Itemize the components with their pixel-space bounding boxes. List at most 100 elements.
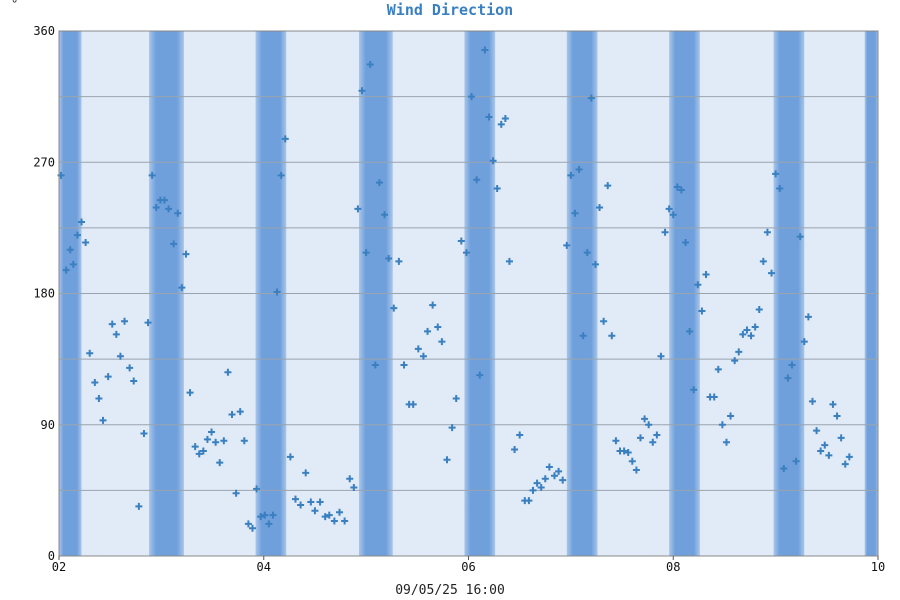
data-point <box>529 486 537 494</box>
data-point <box>135 502 143 510</box>
data-point <box>497 120 505 128</box>
data-point <box>362 249 370 257</box>
data-point <box>400 361 408 369</box>
data-point <box>144 319 152 327</box>
data-point <box>269 511 277 519</box>
data-point <box>91 378 99 386</box>
data-point <box>443 456 451 464</box>
data-point <box>550 472 558 480</box>
data-point <box>575 166 583 174</box>
data-point <box>66 246 74 254</box>
x-axis-label: 09/05/25 16:00 <box>395 583 505 598</box>
data-point <box>358 87 366 95</box>
data-point <box>116 352 124 360</box>
data-point <box>545 463 553 471</box>
data-point <box>604 182 612 190</box>
data-point <box>302 469 310 477</box>
data-point <box>346 475 354 483</box>
data-point <box>86 349 94 357</box>
data-point <box>182 250 190 258</box>
y-tick-label: 270 <box>33 155 55 169</box>
data-point <box>224 368 232 376</box>
data-point <box>636 434 644 442</box>
data-point <box>476 371 484 379</box>
data-point <box>485 113 493 121</box>
data-point <box>669 211 677 219</box>
data-point <box>825 451 833 459</box>
data-point <box>191 443 199 451</box>
data-point <box>73 231 81 239</box>
data-point <box>698 307 706 315</box>
data-point <box>739 330 747 338</box>
data-point <box>429 301 437 309</box>
data-point <box>563 241 571 249</box>
data-point <box>321 513 329 521</box>
data-point <box>772 170 780 178</box>
data-point <box>567 171 575 179</box>
data-point <box>385 255 393 262</box>
data-point <box>452 395 460 402</box>
chart-title: Wind Direction <box>386 1 514 19</box>
data-point <box>796 233 804 241</box>
data-point <box>257 513 265 521</box>
data-point <box>555 467 563 475</box>
data-point <box>841 460 849 468</box>
data-point <box>424 327 432 335</box>
data-point <box>682 238 690 246</box>
data-point <box>628 457 636 465</box>
data-point <box>286 453 294 461</box>
data-point <box>186 389 194 397</box>
data-point <box>813 427 821 435</box>
data-point <box>489 157 497 165</box>
data-point <box>316 498 324 506</box>
data-point <box>371 361 379 369</box>
data-point <box>208 428 216 436</box>
data-point <box>587 94 595 102</box>
data-point <box>277 171 285 179</box>
data-point <box>686 327 694 335</box>
data-point <box>624 448 632 456</box>
x-tick-label: 10 <box>871 560 885 574</box>
gridlines <box>59 96 878 491</box>
data-point <box>784 374 792 382</box>
data-point <box>657 352 665 360</box>
data-point <box>596 203 604 211</box>
data-point <box>694 281 702 289</box>
data-point <box>673 183 681 191</box>
data-point <box>571 209 579 217</box>
data-point <box>69 260 77 268</box>
data-point <box>220 437 228 445</box>
data-point <box>804 313 812 321</box>
data-point <box>232 489 240 497</box>
data-point <box>62 266 70 274</box>
data-point <box>457 237 465 245</box>
data-point <box>525 497 533 505</box>
data-point <box>121 317 129 325</box>
data-point <box>253 485 261 493</box>
data-point <box>722 438 730 446</box>
data-point <box>735 348 743 356</box>
data-point <box>414 345 422 353</box>
data-point <box>665 205 673 213</box>
data-point <box>244 520 252 528</box>
data-point <box>702 271 710 279</box>
data-point <box>82 238 90 246</box>
data-point <box>731 357 739 365</box>
data-point <box>336 508 344 516</box>
data-point <box>130 377 138 385</box>
data-point <box>755 306 763 314</box>
data-point <box>395 257 403 265</box>
data-point <box>228 411 236 419</box>
data-point <box>325 511 333 519</box>
data-point <box>516 431 524 439</box>
data-point <box>95 395 103 402</box>
data-point <box>341 517 349 525</box>
data-point <box>727 412 735 420</box>
y-tick-label: 360 <box>33 24 55 38</box>
data-point <box>501 115 509 122</box>
data-point <box>112 330 120 338</box>
data-point <box>273 288 281 296</box>
x-tick-label: 06 <box>461 560 475 574</box>
data-point <box>817 447 825 455</box>
data-point <box>152 203 160 211</box>
